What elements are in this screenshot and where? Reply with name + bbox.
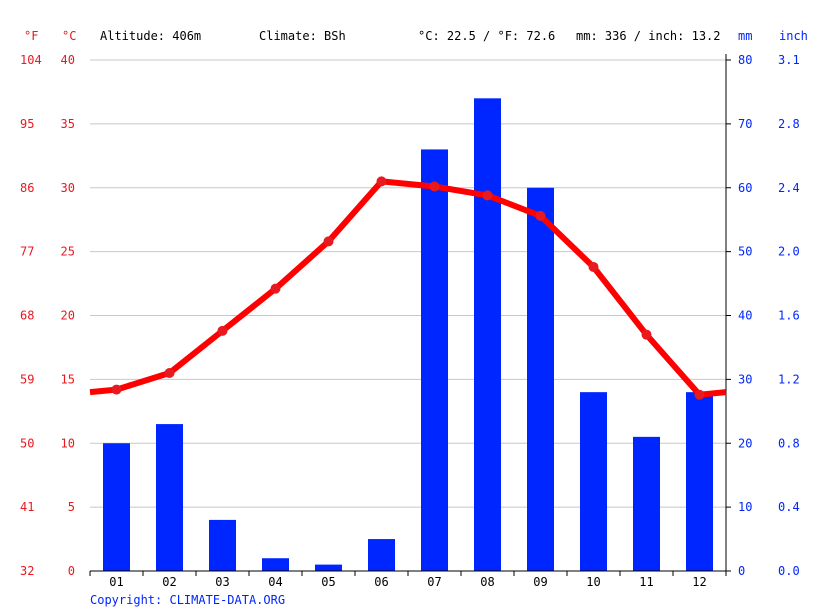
mm-tick-label: 60 (738, 181, 752, 195)
mm-tick-label: 20 (738, 436, 752, 450)
temperature-point (482, 190, 493, 201)
inch-tick-label: 2.8 (778, 117, 800, 131)
inch-tick-label: 0.8 (778, 436, 800, 450)
temperature-point (641, 329, 652, 340)
month-label: 01 (109, 575, 123, 589)
temp-average-label: °C: 22.5 / °F: 72.6 (418, 29, 555, 43)
month-label: 11 (639, 575, 653, 589)
f-tick-label: 68 (20, 309, 34, 323)
mm-tick-label: 0 (738, 564, 745, 578)
unit-f-label: °F (24, 29, 38, 43)
precip-bar (209, 519, 236, 571)
precip-bar (315, 564, 342, 571)
c-tick-label: 15 (61, 372, 75, 386)
precipitation-bars (103, 98, 713, 572)
gridlines (90, 59, 726, 508)
month-label: 12 (692, 575, 706, 589)
temperature-point (111, 384, 122, 395)
month-label: 10 (586, 575, 600, 589)
temperature-point (535, 210, 546, 221)
f-tick-label: 32 (20, 564, 34, 578)
temperature-line (89, 176, 727, 400)
unit-inch-label: inch (779, 29, 808, 43)
inch-tick-label: 2.4 (778, 181, 800, 195)
f-tick-label: 104 (20, 53, 42, 67)
c-tick-label: 35 (61, 117, 75, 131)
month-label: 09 (533, 575, 547, 589)
inch-tick-label: 0.4 (778, 500, 800, 514)
precip-bar (103, 443, 130, 571)
precip-bar (421, 149, 448, 572)
precip-bar (686, 392, 713, 571)
altitude-label: Altitude: 406m (100, 29, 201, 43)
precip-total-label: mm: 336 / inch: 13.2 (576, 29, 721, 43)
c-tick-label: 10 (61, 436, 75, 450)
precip-bar (474, 98, 501, 571)
c-tick-label: 30 (61, 181, 75, 195)
mm-tick-label: 10 (738, 500, 752, 514)
tick-labels: 104 40 80 3.195 35 70 2.886 30 60 2.477 25 50 2.068 2… (20, 53, 800, 589)
temperature-point (694, 389, 705, 400)
temperature-point (323, 236, 334, 247)
f-tick-label: 86 (20, 181, 34, 195)
precip-bar (527, 187, 554, 571)
month-label: 08 (480, 575, 494, 589)
month-label: 05 (321, 575, 335, 589)
c-tick-label: 25 (61, 245, 75, 259)
temperature-point (588, 261, 599, 272)
temperature-line-path (89, 178, 727, 398)
temperature-point (270, 283, 281, 294)
temperature-point (164, 367, 175, 378)
c-tick-label: 40 (61, 53, 75, 67)
copyright-label: Copyright: CLIMATE-DATA.ORG (90, 593, 285, 607)
unit-c-label: °C (62, 29, 76, 43)
mm-tick-label: 80 (738, 53, 752, 67)
month-label: 03 (215, 575, 229, 589)
c-tick-label: 20 (61, 309, 75, 323)
precip-bar (156, 424, 183, 571)
precip-bar (580, 392, 607, 571)
inch-tick-label: 1.6 (778, 309, 800, 323)
unit-mm-label: mm (738, 29, 752, 43)
mm-tick-label: 30 (738, 372, 752, 386)
mm-tick-label: 50 (738, 245, 752, 259)
precip-bar (368, 539, 395, 571)
c-tick-label: 5 (68, 500, 75, 514)
temperature-point (429, 181, 440, 192)
axes (89, 54, 731, 576)
month-label: 04 (268, 575, 282, 589)
climate-label: Climate: BSh (259, 29, 346, 43)
precip-bar (633, 436, 660, 571)
month-label: 07 (427, 575, 441, 589)
inch-tick-label: 0.0 (778, 564, 800, 578)
c-tick-label: 0 (68, 564, 75, 578)
inch-tick-label: 3.1 (778, 53, 800, 67)
temperature-point (217, 325, 228, 336)
f-tick-label: 77 (20, 245, 34, 259)
precip-bar (262, 558, 289, 571)
inch-tick-label: 2.0 (778, 245, 800, 259)
month-label: 02 (162, 575, 176, 589)
inch-tick-label: 1.2 (778, 372, 800, 386)
mm-tick-label: 70 (738, 117, 752, 131)
mm-tick-label: 40 (738, 309, 752, 323)
f-tick-label: 41 (20, 500, 34, 514)
f-tick-label: 59 (20, 372, 34, 386)
f-tick-label: 50 (20, 436, 34, 450)
month-label: 06 (374, 575, 388, 589)
f-tick-label: 95 (20, 117, 34, 131)
temperature-point (376, 176, 387, 187)
